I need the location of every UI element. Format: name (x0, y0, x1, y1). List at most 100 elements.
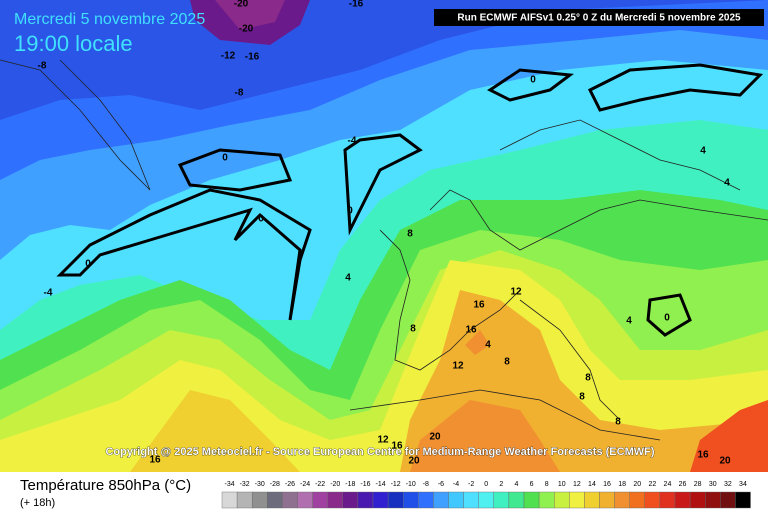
copyright: Copyright @ 2025 Meteociel.fr - Source E… (105, 446, 654, 458)
contour-label: 8 (579, 392, 585, 403)
scale-label: -20 (330, 481, 340, 488)
color-swatch (735, 491, 751, 509)
scale-label: 6 (530, 481, 534, 488)
scale-label: 8 (545, 481, 549, 488)
color-swatch (569, 491, 585, 509)
contour-label: 12 (510, 287, 522, 298)
color-swatch (599, 491, 615, 509)
contour-label: 8 (407, 229, 413, 240)
contour-label: -8 (38, 61, 47, 72)
scale-label: -6 (438, 481, 444, 488)
scale-label: -14 (375, 481, 385, 488)
scale-label: 20 (633, 481, 641, 488)
scale-label: 18 (618, 481, 626, 488)
contour-label: 8 (410, 324, 416, 335)
scale-label: 0 (484, 481, 488, 488)
zone-14 (130, 390, 300, 472)
scale-label: -8 (423, 481, 429, 488)
scale-label: 16 (603, 481, 611, 488)
color-swatch (372, 491, 389, 509)
scale-label: -16 (360, 481, 370, 488)
scale-label: 24 (664, 481, 672, 488)
contour-label: -20 (239, 24, 254, 35)
scale-label: -34 (224, 481, 234, 488)
color-swatch (433, 491, 449, 509)
color-swatch (312, 491, 328, 509)
color-swatch (689, 491, 706, 509)
color-swatch (221, 491, 238, 509)
scale-label: -2 (468, 481, 474, 488)
contour-label: 12 (377, 435, 389, 446)
contour-label: 8 (504, 357, 510, 368)
color-swatch (267, 491, 283, 509)
time: 19:00 locale (14, 31, 133, 56)
color-swatch (523, 491, 540, 509)
color-swatch (538, 491, 555, 509)
scale-label: -28 (270, 481, 280, 488)
contour-label: 20 (408, 456, 420, 467)
contour-label: -4 (44, 288, 53, 299)
run-box (434, 9, 764, 26)
contour-label: 12 (452, 361, 464, 372)
scale-label: -18 (345, 481, 355, 488)
contour-label: 0 (530, 75, 536, 86)
color-swatch (493, 491, 510, 509)
color-swatch (418, 491, 434, 509)
scale-label: 26 (679, 481, 687, 488)
scale-label: -12 (391, 481, 401, 488)
legend-title: Température 850hPa (°C) (20, 477, 191, 494)
contour-label: -8 (235, 88, 244, 99)
zone-22 (690, 400, 768, 472)
color-swatch (614, 491, 630, 509)
scale-label: 12 (573, 481, 581, 488)
color-swatch (478, 491, 495, 509)
color-swatch (720, 491, 736, 509)
contour-label: 20 (719, 456, 731, 467)
contour-label: 4 (626, 316, 632, 327)
color-swatch (463, 491, 479, 509)
color-swatch (327, 491, 344, 509)
scale-label: 32 (724, 481, 732, 488)
zone-18 (410, 400, 560, 472)
scale-label: 30 (709, 481, 717, 488)
color-swatch (282, 491, 298, 509)
scale-label: -32 (240, 481, 250, 488)
color-swatch (644, 491, 661, 509)
run-info: Run ECMWF AIFSv1 0.25° 0 Z du Mercredi 5… (457, 13, 741, 24)
scale-label: -26 (285, 481, 295, 488)
scale-label: 14 (588, 481, 596, 488)
contour-label: 4 (724, 178, 730, 189)
color-swatch (705, 491, 721, 509)
contour-label: 16 (465, 325, 477, 336)
contour-label: 4 (700, 146, 706, 157)
scale-label: 22 (648, 481, 656, 488)
color-swatch (554, 491, 570, 509)
contour-label: 0 (85, 259, 91, 270)
color-swatch (659, 491, 676, 509)
scale-label: 10 (558, 481, 566, 488)
cold-core-inner (215, 0, 285, 30)
contour-label: 16 (473, 300, 485, 311)
color-swatch (584, 491, 600, 509)
contour-label: 0 (347, 206, 353, 217)
color-swatch (508, 491, 525, 509)
scale-label: -30 (255, 481, 265, 488)
scale-label: 28 (694, 481, 702, 488)
contour-label: -16 (245, 52, 260, 63)
scale-label: 4 (514, 481, 518, 488)
contour-label: 16 (697, 450, 709, 461)
color-swatch (342, 491, 359, 509)
color-swatch (448, 491, 464, 509)
contour-label: 16 (149, 455, 161, 466)
color-swatch (297, 491, 313, 509)
warm-spot (465, 330, 490, 355)
contour-label: 0 (222, 153, 228, 164)
color-swatch (674, 491, 691, 509)
scale-label: -24 (300, 481, 310, 488)
coastlines (0, 59, 768, 441)
contour-label: 4 (485, 340, 491, 351)
contour-label: 8 (615, 417, 621, 428)
color-swatch (357, 491, 374, 509)
